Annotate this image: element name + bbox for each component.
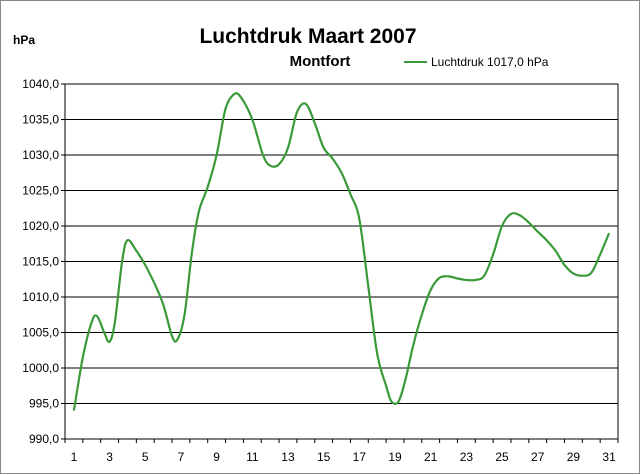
y-tick-label: 1000,0 xyxy=(22,361,59,375)
x-tick-label: 25 xyxy=(495,450,509,464)
x-tick-label: 21 xyxy=(424,450,438,464)
y-axis-unit-label: hPa xyxy=(13,33,35,47)
y-tick-label: 995,0 xyxy=(29,397,59,411)
y-tick-label: 1035,0 xyxy=(22,113,59,127)
series-line-luchtdruk xyxy=(72,92,611,411)
y-tick-label: 1015,0 xyxy=(22,255,59,269)
x-tick-label: 11 xyxy=(246,450,259,464)
legend: Luchtdruk 1017,0 hPa xyxy=(404,55,549,69)
x-tick-label: 3 xyxy=(106,450,113,464)
x-axis-ticks: 1 3 5 7 9 11 13 15 17 19 21 23 25 27 29 31 xyxy=(64,439,619,464)
x-tick-label: 17 xyxy=(353,450,367,464)
y-tick-label: 1040,0 xyxy=(22,77,59,91)
x-tick-label: 15 xyxy=(317,450,331,464)
y-tick-label: 1030,0 xyxy=(22,148,59,162)
x-tick-label: 5 xyxy=(142,450,149,464)
gridlines xyxy=(65,83,618,404)
x-tick-label: 1 xyxy=(71,450,78,464)
series-layer xyxy=(72,92,611,411)
y-tick-label: 1010,0 xyxy=(22,290,59,304)
y-axis-ticks: 990,0 995,0 1000,0 1005,0 1010,0 1015,0 1020,0… xyxy=(22,77,65,446)
x-tick-label: 23 xyxy=(460,450,474,464)
legend-label: Luchtdruk 1017,0 hPa xyxy=(431,55,549,69)
x-tick-label: 7 xyxy=(178,450,185,464)
x-tick-label: 9 xyxy=(213,450,220,464)
x-tick-label: 27 xyxy=(531,450,545,464)
x-tick-label: 13 xyxy=(281,450,295,464)
x-tick-label: 19 xyxy=(388,450,402,464)
chart-subtitle: Montfort xyxy=(290,53,351,70)
x-tick-label: 29 xyxy=(567,450,581,464)
y-tick-label: 1005,0 xyxy=(22,326,59,340)
y-tick-label: 990,0 xyxy=(29,432,59,446)
y-tick-label: 1020,0 xyxy=(22,219,59,233)
chart-title: Luchtdruk Maart 2007 xyxy=(199,25,416,48)
y-tick-label: 1025,0 xyxy=(22,184,59,198)
x-tick-label: 31 xyxy=(602,450,616,464)
